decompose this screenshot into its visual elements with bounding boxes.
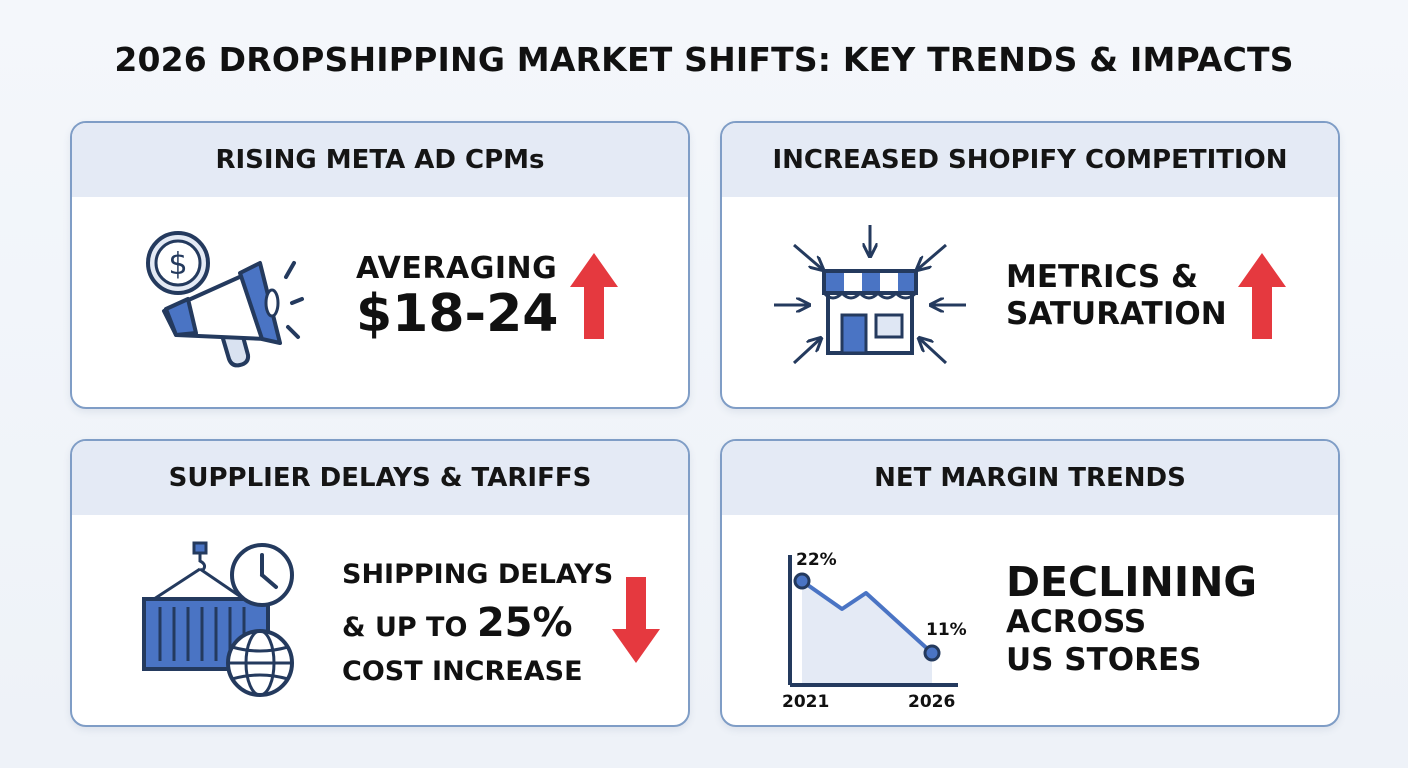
arrow-up-icon	[1236, 251, 1288, 345]
container-clock-globe-icon	[136, 539, 306, 703]
card-shopify-competition: INCREASED SHOPIFY COMPETITION	[720, 121, 1340, 409]
storefront-arrows-icon	[770, 223, 970, 377]
svg-text:$: $	[168, 247, 187, 282]
card-net-margin: NET MARGIN TRENDS 22% 11% 2021 2026 DECLINI…	[720, 439, 1340, 727]
stat-line: SHIPPING DELAYS	[342, 559, 614, 590]
stat-line: SATURATION	[1006, 296, 1227, 333]
stat-value: $18-24	[356, 283, 559, 344]
series-line	[800, 579, 934, 655]
arrow-down-icon	[610, 575, 662, 669]
arrow-up-icon	[568, 251, 620, 345]
stat-headline: DECLINING	[1006, 558, 1258, 606]
x-tick-end: 2026	[908, 692, 955, 709]
stat-line: ACROSS	[1006, 604, 1147, 641]
stat-line: & UP TO 25%	[342, 594, 613, 652]
stat-line: COST INCREASE	[342, 656, 583, 688]
stat-percent: 25%	[476, 600, 573, 647]
card-header: INCREASED SHOPIFY COMPETITION	[722, 123, 1338, 197]
stat-line: METRICS &	[1006, 259, 1199, 295]
x-tick-start: 2021	[782, 692, 829, 709]
card-header: RISING META AD CPMs	[72, 123, 688, 197]
stat-label: AVERAGING	[356, 251, 558, 286]
competition-stat: METRICS & SATURATION	[1006, 259, 1227, 333]
stat-line: US STORES	[1006, 641, 1202, 678]
chart-area	[802, 581, 932, 685]
supplier-stat: SHIPPING DELAYS & UP TO 25% COST INCREAS…	[342, 555, 613, 691]
stat-prefix: & UP TO	[342, 612, 477, 644]
card-header: NET MARGIN TRENDS	[722, 441, 1338, 515]
margin-stat: DECLINING ACROSS US STORES	[1006, 558, 1258, 679]
card-header: SUPPLIER DELAYS & TARIFFS	[72, 441, 688, 515]
data-point-start	[793, 572, 811, 590]
page-title: 2026 DROPSHIPPING MARKET SHIFTS: KEY TRE…	[114, 40, 1294, 79]
data-label-end: 11%	[926, 620, 967, 640]
data-label-start: 22%	[796, 550, 837, 570]
card-supplier-delays: SUPPLIER DELAYS & TARIFFS	[70, 439, 690, 727]
card-meta-ad-cpms: RISING META AD CPMs $	[70, 121, 690, 409]
data-point-end	[923, 644, 941, 662]
cpm-stat: AVERAGING $18-24	[356, 253, 559, 342]
margin-line-chart: 22% 11% 2021 2026	[782, 529, 982, 713]
dollar-megaphone-icon: $	[136, 227, 306, 381]
